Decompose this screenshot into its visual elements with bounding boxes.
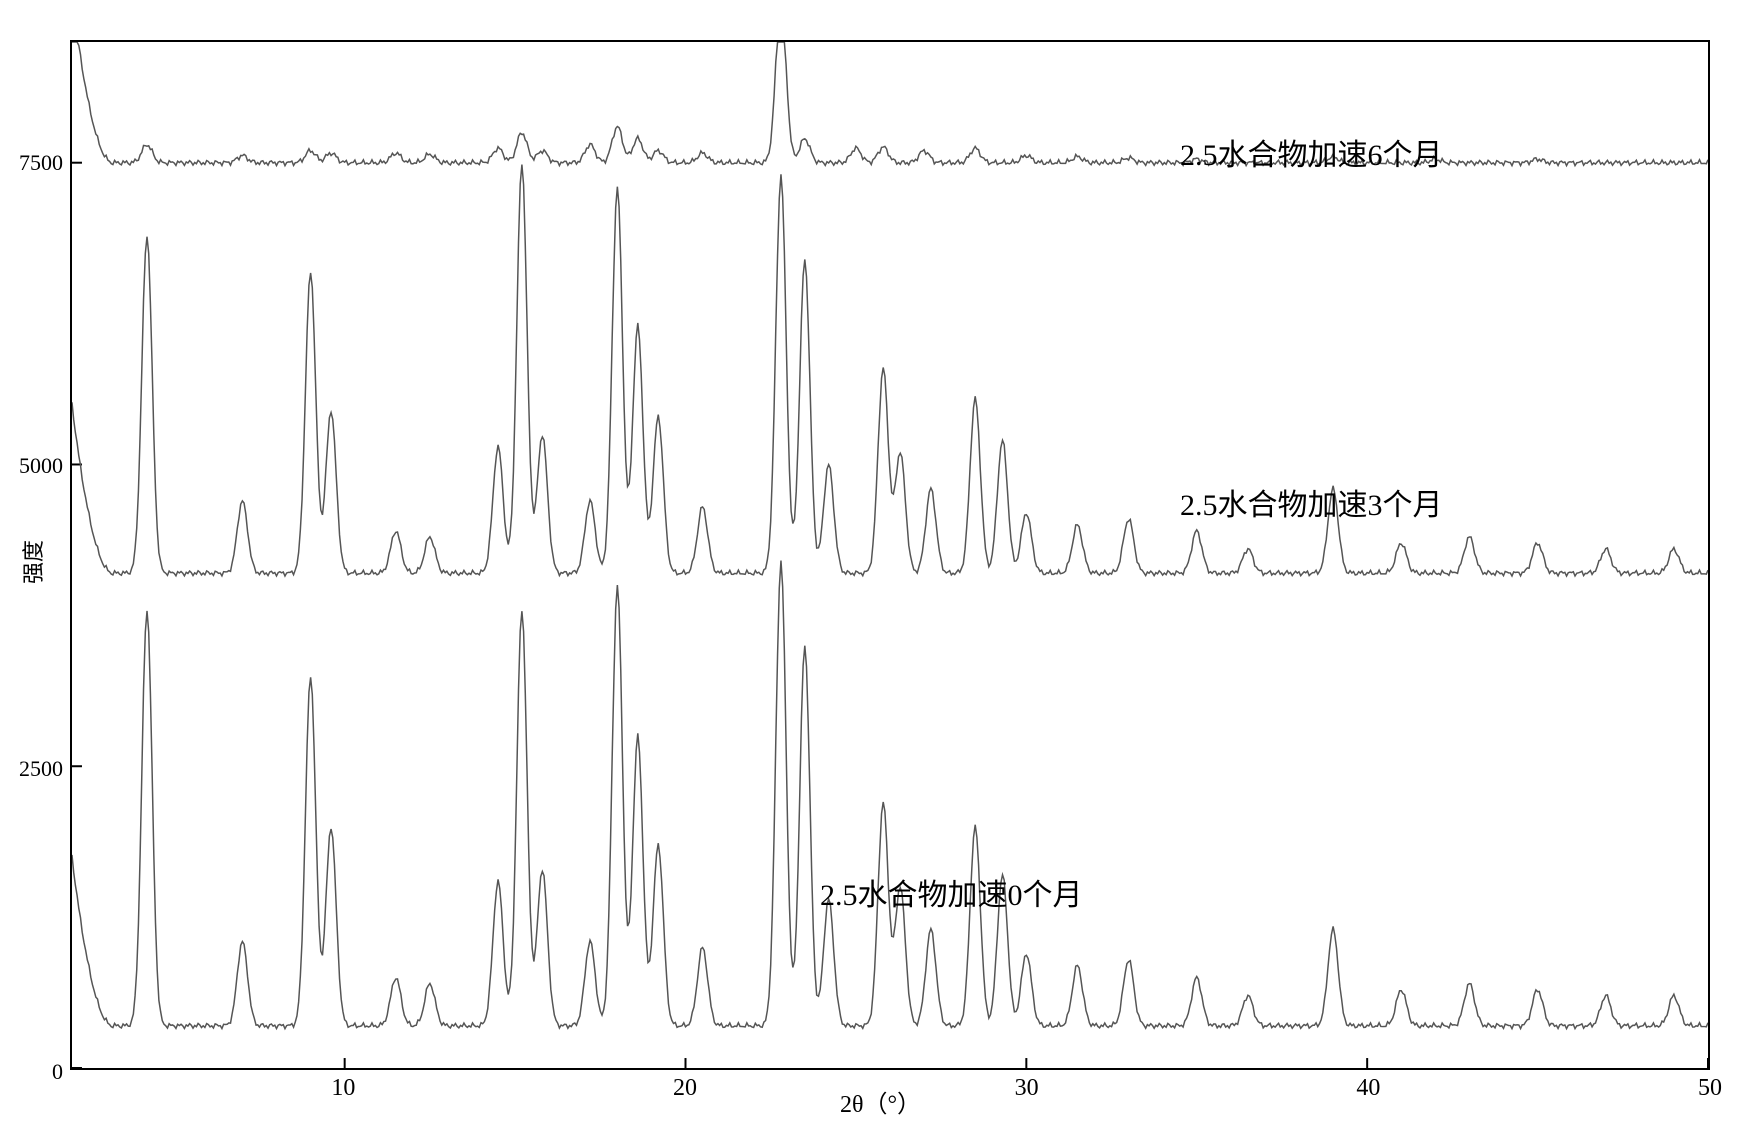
y-tick-label: 0: [3, 1059, 63, 1085]
chart-svg: [72, 42, 1708, 1068]
series-label: 2.5水合物加速3个月: [1180, 480, 1443, 524]
chart-plot-area: [70, 40, 1710, 1070]
y-tick-label: 7500: [3, 150, 63, 176]
series-label: 2.5水合物加速6个月: [1180, 130, 1443, 174]
series-label: 2.5水合物加速0个月: [820, 870, 1083, 914]
x-tick-label: 20: [673, 1075, 697, 1102]
x-axis-label: 2θ（°）: [840, 1084, 921, 1119]
x-tick-label: 30: [1015, 1075, 1039, 1102]
y-tick-label: 2500: [3, 756, 63, 782]
y-axis-label: 强度: [16, 540, 48, 584]
x-tick-label: 50: [1698, 1075, 1722, 1102]
x-tick-label: 40: [1356, 1075, 1380, 1102]
y-tick-label: 5000: [3, 453, 63, 479]
x-tick-label: 10: [331, 1075, 355, 1102]
